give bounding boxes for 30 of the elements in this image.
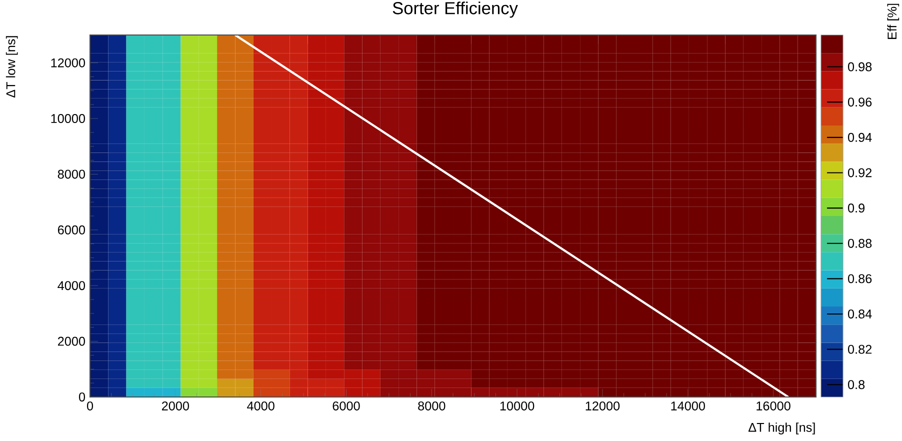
color-bar-label: 0.96: [848, 98, 872, 107]
color-bar-label: 0.92: [848, 168, 872, 178]
y-tick-label: 4000: [58, 281, 86, 290]
color-bar-label: 0.98: [848, 62, 872, 72]
color-bar-label: 0.84: [848, 310, 872, 318]
x-axis-title: ΔT high [ns]: [748, 422, 815, 434]
color-bar-label: 0.94: [848, 132, 872, 142]
y-axis-title: ΔT low [ns]: [6, 36, 18, 98]
x-tick-label: 12000: [586, 401, 620, 410]
x-tick-label: 16000: [756, 401, 790, 410]
y-tick-label: 12000: [51, 58, 86, 68]
color-bar-label: 0.88: [848, 238, 872, 248]
color-bar-label: 0.82: [848, 344, 872, 354]
x-tick-label: 10000: [500, 401, 534, 410]
color-bar-label: 0.86: [848, 274, 872, 284]
y-tick-label: 8000: [58, 170, 86, 179]
y-tick-label: 0: [78, 392, 86, 402]
x-tick-label: 6000: [332, 401, 360, 410]
y-tick-label: 2000: [58, 336, 86, 346]
y-tick-label: 10000: [51, 114, 86, 124]
x-tick-label: 14000: [671, 401, 705, 410]
x-tick-label: 2000: [162, 401, 190, 410]
chart-title: Sorter Efficiency: [392, 2, 518, 18]
x-tick-label: 0: [86, 401, 94, 410]
color-bar-label: 0.8: [848, 380, 865, 390]
color-bar-title: Eff [%]: [887, 4, 900, 39]
x-tick-label: 8000: [418, 401, 446, 410]
y-tick-label: 6000: [58, 225, 86, 234]
color-bar-label: 0.9: [848, 204, 864, 213]
x-tick-label: 4000: [247, 401, 274, 410]
